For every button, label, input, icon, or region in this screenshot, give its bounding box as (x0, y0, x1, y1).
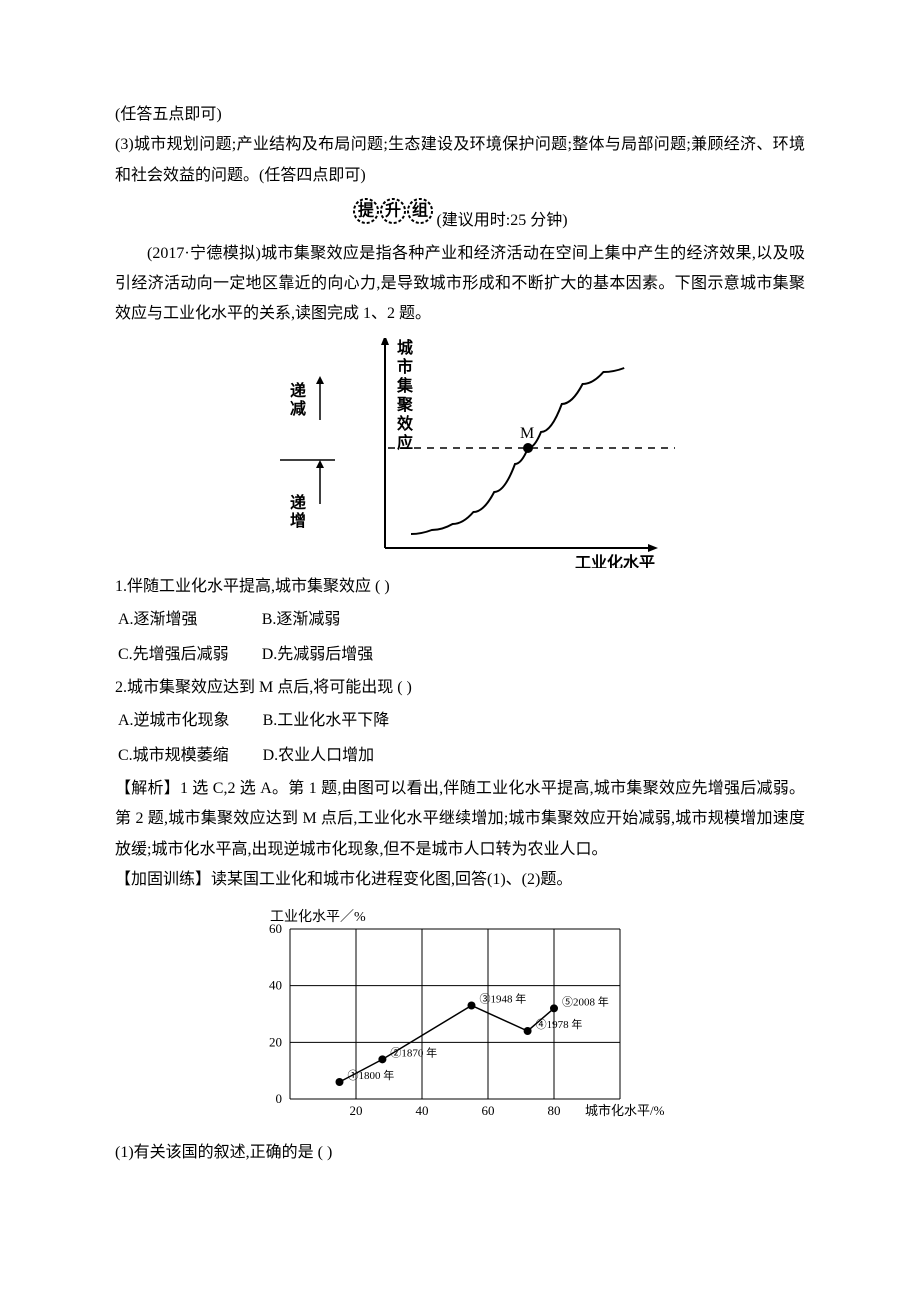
q2-opt-d: D.农业人口增加 (262, 740, 420, 772)
chart-2-svg: 工业化水平／% 20 40 60 80 0 20 40 60 城市化水平/% ①1800 年 ②187… (235, 904, 685, 1134)
reinforce-lead: 【加固训练】读某国工业化和城市化进程变化图,回答(1)、(2)题。 (115, 865, 805, 895)
svg-text:市: 市 (397, 357, 413, 376)
q1-options: A.逐渐增强 B.逐渐减弱 C.先增强后减弱 D.先减弱后增强 (115, 602, 405, 673)
svg-text:80: 80 (548, 1103, 561, 1118)
q2-opt-b: B.工业化水平下降 (262, 705, 420, 737)
svg-text:0: 0 (276, 1091, 283, 1106)
banner-badge: 提 升 组 (352, 197, 434, 236)
q1-opt-d: D.先减弱后增强 (261, 639, 404, 671)
explanation-1: 【解析】1 选 C,2 选 A。第 1 题,由图可以看出,伴随工业化水平提高,城… (115, 774, 805, 865)
chart-1: 城市集聚效应工业化水平递减递增M临界点 (115, 338, 805, 568)
svg-text:②1870 年: ②1870 年 (390, 1045, 437, 1059)
svg-text:④1978 年: ④1978 年 (536, 1017, 583, 1031)
section-banner: 提 升 组 (建议用时:25 分钟) (115, 197, 805, 236)
passage-1-intro: (2017·宁德模拟)城市集聚效应是指各种产业和经济活动在空间上集中产生的经济效… (115, 239, 805, 330)
svg-text:40: 40 (269, 977, 282, 992)
banner-char-3: 组 (412, 201, 428, 220)
banner-char-2: 升 (385, 202, 401, 220)
svg-text:应: 应 (397, 433, 413, 452)
q1-opt-b: B.逐渐减弱 (261, 604, 404, 636)
svg-text:集: 集 (396, 376, 414, 395)
chart-1-svg: 城市集聚效应工业化水平递减递增M临界点 (245, 338, 675, 568)
banner-char-1: 提 (358, 202, 375, 220)
svg-text:20: 20 (269, 1034, 282, 1049)
q1-stem: 1.伴随工业化水平提高,城市集聚效应 ( ) (115, 572, 805, 602)
q2-opt-a: A.逆城市化现象 (117, 705, 260, 737)
svg-text:③1948 年: ③1948 年 (480, 991, 527, 1005)
svg-text:减: 减 (290, 399, 306, 418)
svg-text:城市化水平/%: 城市化水平/% (585, 1103, 665, 1118)
svg-text:增: 增 (290, 511, 306, 530)
banner-suggest-time: (建议用时:25 分钟) (436, 206, 567, 236)
svg-text:①1800 年: ①1800 年 (348, 1068, 395, 1082)
document-page: (任答五点即可) (3)城市规划问题;产业结构及布局问题;生态建设及环境保护问题… (0, 0, 920, 1208)
svg-text:M: M (520, 425, 534, 442)
q1-opt-c: C.先增强后减弱 (117, 639, 259, 671)
answer-item-3: (3)城市规划问题;产业结构及布局问题;生态建设及环境保护问题;整体与局部问题;… (115, 130, 805, 191)
answer-note-5: (任答五点即可) (115, 100, 805, 130)
svg-text:聚: 聚 (396, 396, 414, 414)
svg-text:20: 20 (350, 1103, 363, 1118)
svg-text:60: 60 (482, 1103, 495, 1118)
svg-text:递: 递 (290, 493, 306, 512)
svg-text:效: 效 (397, 414, 413, 433)
svg-text:递: 递 (290, 381, 306, 400)
q2-stem: 2.城市集聚效应达到 M 点后,将可能出现 ( ) (115, 673, 805, 703)
svg-text:工业化水平: 工业化水平 (575, 553, 655, 568)
svg-text:工业化水平／%: 工业化水平／% (270, 909, 366, 925)
svg-text:40: 40 (416, 1103, 429, 1118)
q2-opt-c: C.城市规模萎缩 (117, 740, 260, 772)
svg-text:城: 城 (397, 339, 413, 357)
chart-2: 工业化水平／% 20 40 60 80 0 20 40 60 城市化水平/% ①1800 年 ②187… (115, 904, 805, 1134)
q1-opt-a: A.逐渐增强 (117, 604, 259, 636)
svg-text:60: 60 (269, 921, 282, 936)
q2-options: A.逆城市化现象 B.工业化水平下降 C.城市规模萎缩 D.农业人口增加 (115, 703, 421, 774)
svg-text:⑤2008 年: ⑤2008 年 (562, 994, 609, 1008)
q3-stem: (1)有关该国的叙述,正确的是 ( ) (115, 1138, 805, 1168)
